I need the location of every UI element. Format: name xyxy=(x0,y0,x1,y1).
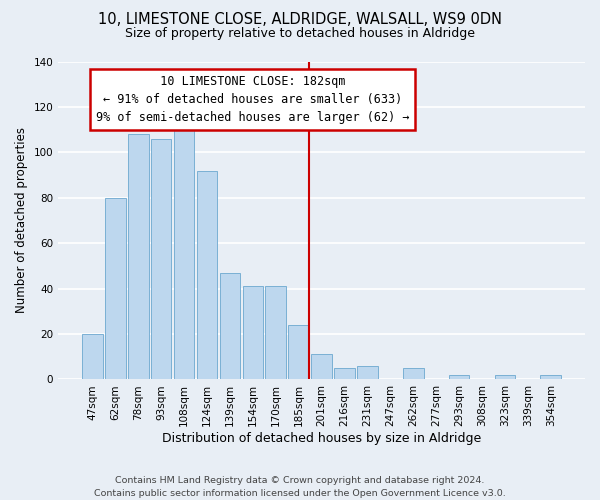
Y-axis label: Number of detached properties: Number of detached properties xyxy=(15,128,28,314)
Text: 10 LIMESTONE CLOSE: 182sqm  
← 91% of detached houses are smaller (633)
9% of se: 10 LIMESTONE CLOSE: 182sqm ← 91% of deta… xyxy=(96,75,410,124)
Bar xyxy=(357,366,378,380)
Text: Size of property relative to detached houses in Aldridge: Size of property relative to detached ho… xyxy=(125,28,475,40)
Bar xyxy=(151,138,172,380)
Bar xyxy=(242,286,263,380)
Bar xyxy=(403,368,424,380)
Bar xyxy=(334,368,355,380)
Bar xyxy=(449,375,469,380)
Text: 10, LIMESTONE CLOSE, ALDRIDGE, WALSALL, WS9 0DN: 10, LIMESTONE CLOSE, ALDRIDGE, WALSALL, … xyxy=(98,12,502,28)
X-axis label: Distribution of detached houses by size in Aldridge: Distribution of detached houses by size … xyxy=(162,432,481,445)
Bar xyxy=(494,375,515,380)
Bar xyxy=(82,334,103,380)
Bar xyxy=(128,134,149,380)
Bar xyxy=(541,375,561,380)
Bar xyxy=(265,286,286,380)
Text: Contains HM Land Registry data © Crown copyright and database right 2024.
Contai: Contains HM Land Registry data © Crown c… xyxy=(94,476,506,498)
Bar xyxy=(105,198,125,380)
Bar xyxy=(289,325,309,380)
Bar xyxy=(311,354,332,380)
Bar xyxy=(197,170,217,380)
Bar xyxy=(220,272,240,380)
Bar xyxy=(174,75,194,380)
